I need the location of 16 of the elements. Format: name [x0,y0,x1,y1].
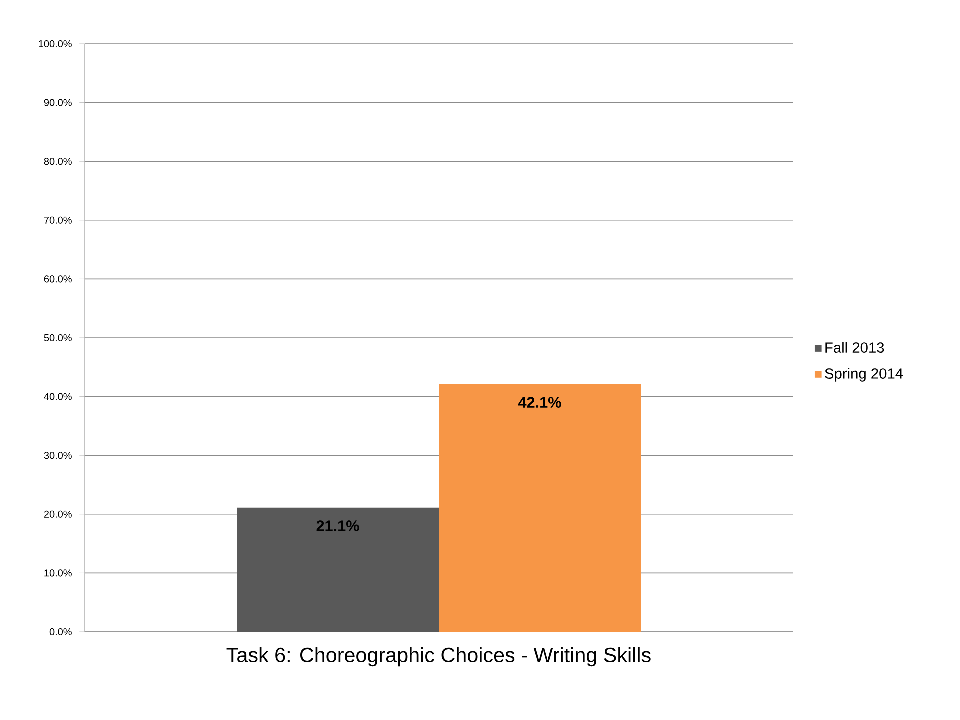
legend-label: Spring 2014 [825,368,904,382]
y-tick-label: 80.0% [44,158,72,166]
y-tick-label: 0.0% [50,628,72,636]
y-tick-label: 20.0% [44,510,72,518]
y-tick-label: 100.0% [39,40,72,48]
y-tick-label: 50.0% [44,334,72,342]
y-tick-label: 10.0% [44,570,72,577]
y-tick-label: 70.0% [44,216,72,224]
data-label: 42.1% [518,397,562,408]
y-tick-label: 30.0% [44,452,72,460]
y-tick-label: 60.0% [44,276,72,283]
y-tick-label: 90.0% [44,99,72,106]
x-tick-label: Task 6: Choreographic Choices - Writing Skills [226,647,651,667]
data-label: 21.1% [316,520,360,532]
legend-label: Fall 2013 [826,342,884,353]
y-tick-label: 40.0% [44,393,72,400]
